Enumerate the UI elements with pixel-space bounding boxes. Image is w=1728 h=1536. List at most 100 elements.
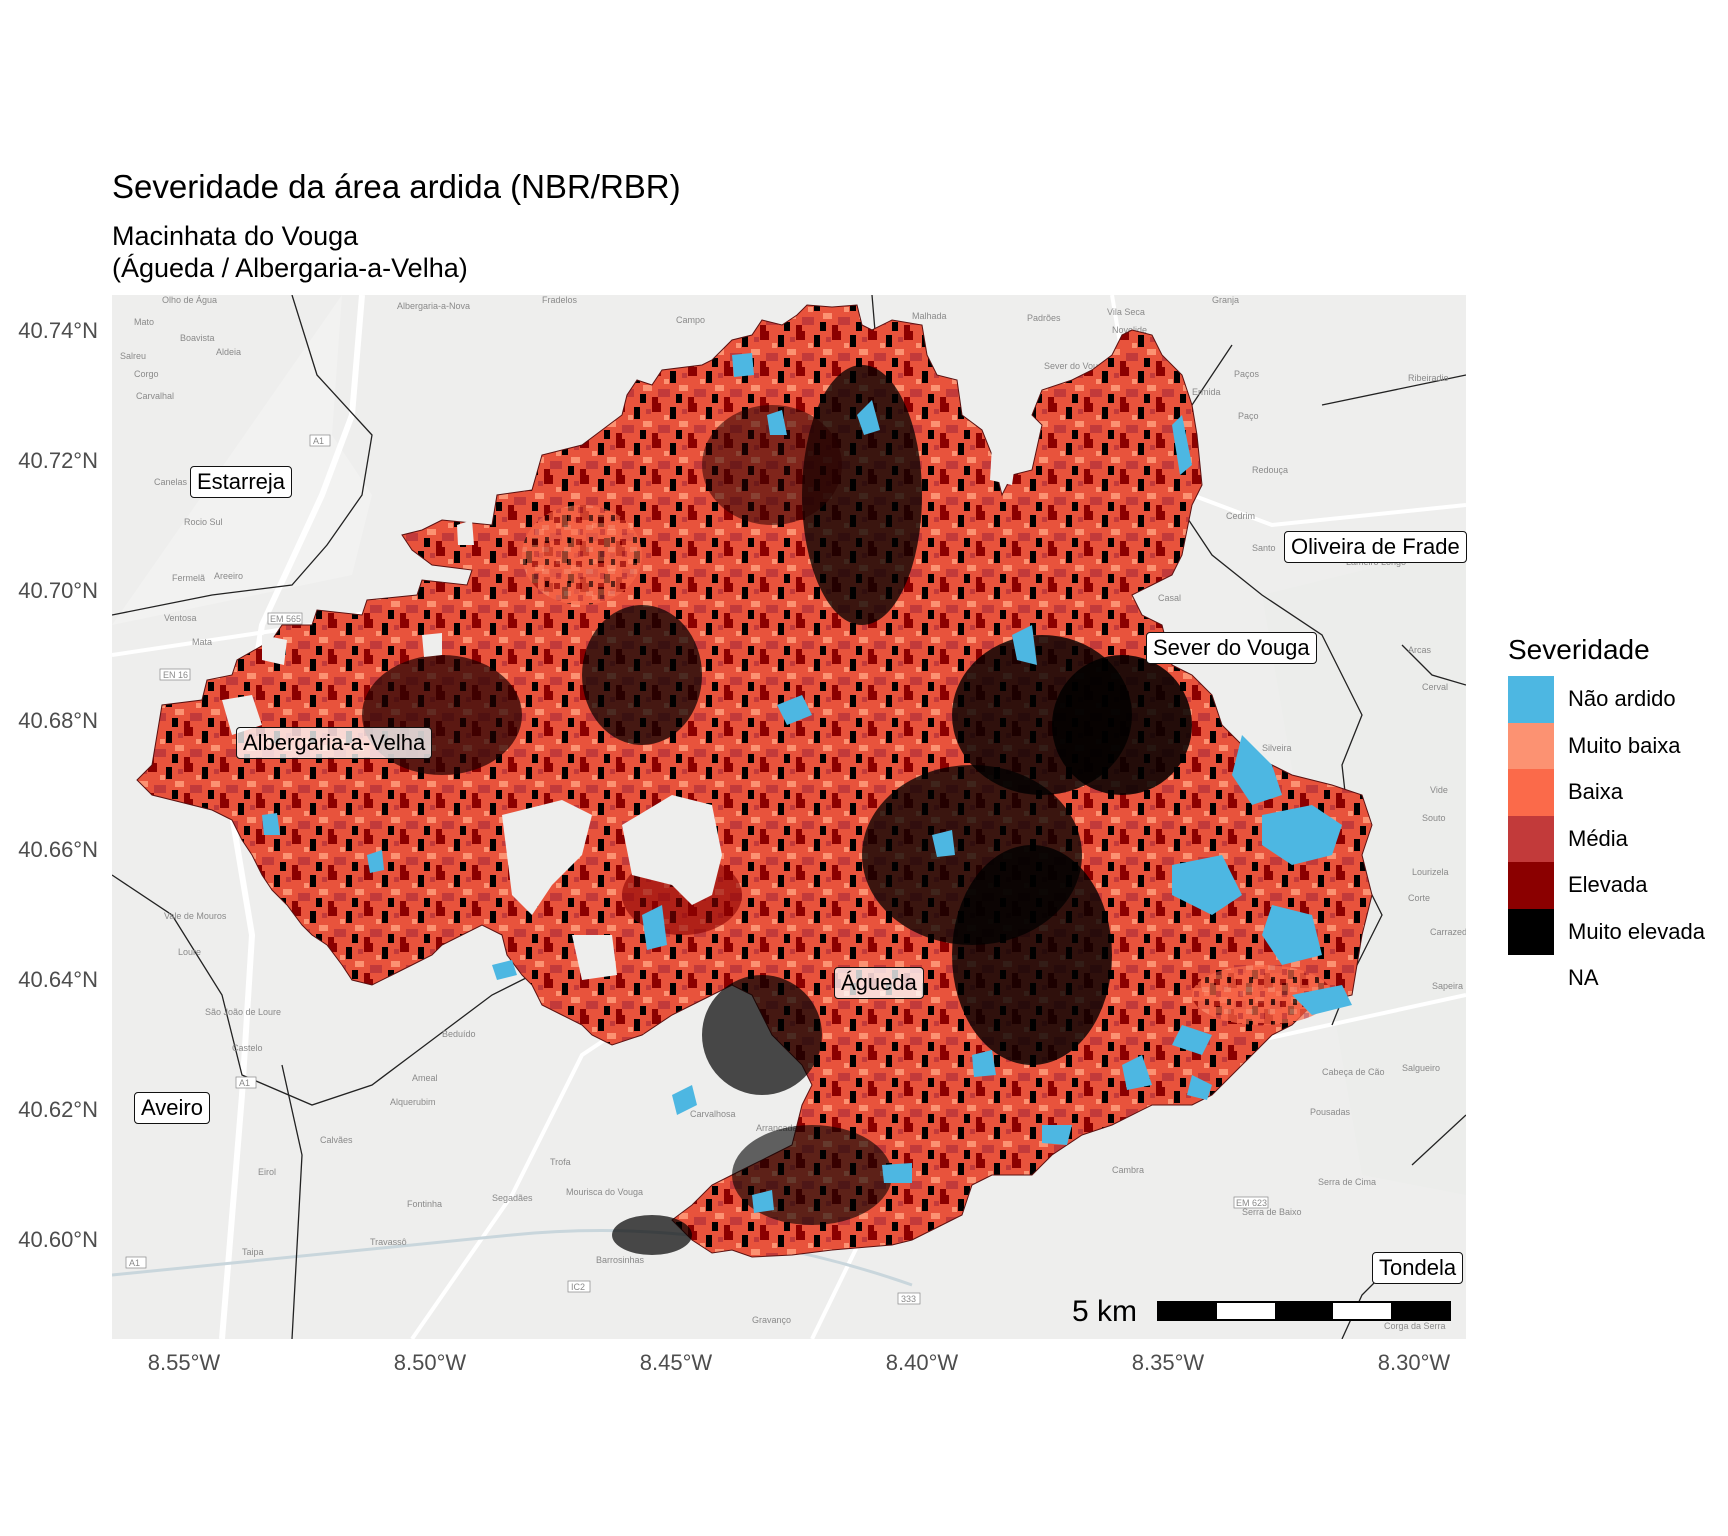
- svg-text:Cerval: Cerval: [1422, 682, 1448, 692]
- scale-bar-segments: [1157, 1301, 1451, 1321]
- svg-text:Boavista: Boavista: [180, 333, 215, 343]
- svg-text:Salgueiro: Salgueiro: [1402, 1063, 1440, 1073]
- y-tick-label: 40.72°N: [18, 448, 98, 473]
- na-holes: [222, 445, 1017, 980]
- svg-text:Paços: Paços: [1234, 369, 1260, 379]
- svg-text:Carrazedo: Carrazedo: [1430, 927, 1466, 937]
- svg-text:Cabeça de Cão: Cabeça de Cão: [1322, 1067, 1385, 1077]
- svg-text:333: 333: [901, 1294, 916, 1304]
- place-label-estarreja[interactable]: Estarreja: [190, 466, 293, 498]
- chart-subtitle: Macinhata do Vouga (Águeda / Albergaria-…: [112, 220, 468, 284]
- svg-text:Castelo: Castelo: [232, 1043, 263, 1053]
- svg-text:Calvães: Calvães: [320, 1135, 353, 1145]
- svg-text:Mourisca do Vouga: Mourisca do Vouga: [566, 1187, 643, 1197]
- svg-text:Redouça: Redouça: [1252, 465, 1288, 475]
- svg-text:Fermelã: Fermelã: [172, 573, 205, 583]
- place-label-albergaria-a-velha[interactable]: Albergaria-a-Velha: [236, 727, 433, 759]
- legend-item: Baixa: [1508, 769, 1718, 816]
- place-label-oliveira-de-frade[interactable]: Oliveira de Frade: [1284, 531, 1467, 563]
- burn-severity-raster: [136, 304, 1373, 1258]
- road-shields: A1 EM 565 EN 16 A1 A1 A1 IC2 333 EM 623: [125, 434, 1269, 1305]
- legend-label: Muito elevada: [1568, 918, 1705, 944]
- svg-text:Loure: Loure: [178, 947, 201, 957]
- legend-title: Severidade: [1508, 634, 1650, 665]
- svg-text:Barrosinhas: Barrosinhas: [596, 1255, 645, 1265]
- legend-label: Baixa: [1568, 779, 1624, 805]
- place-label-agueda[interactable]: Águeda: [834, 967, 924, 999]
- svg-text:Carvalhal: Carvalhal: [136, 391, 174, 401]
- legend-key: [1508, 815, 1554, 862]
- svg-text:Pousadas: Pousadas: [1310, 1107, 1351, 1117]
- legend-key: [1508, 676, 1554, 723]
- legend-key: [1508, 769, 1554, 816]
- svg-text:Padrões: Padrões: [1027, 313, 1061, 323]
- svg-text:Canelas: Canelas: [154, 477, 188, 487]
- svg-text:Ermida: Ermida: [1192, 387, 1221, 397]
- svg-text:Vila Seca: Vila Seca: [1107, 307, 1145, 317]
- legend-label: Não ardido: [1568, 686, 1676, 712]
- svg-text:Casal: Casal: [1158, 593, 1181, 603]
- svg-text:IC2: IC2: [571, 1282, 585, 1292]
- svg-text:Taipa: Taipa: [242, 1247, 264, 1257]
- svg-text:Fontinha: Fontinha: [407, 1199, 442, 1209]
- legend-key: [1508, 955, 1554, 1002]
- svg-text:Cambra: Cambra: [1112, 1165, 1144, 1175]
- y-tick-label: 40.70°N: [18, 578, 98, 603]
- legend-label: Média: [1568, 825, 1628, 851]
- svg-text:Carvalhosa: Carvalhosa: [690, 1109, 736, 1119]
- chart-title: Severidade da área ardida (NBR/RBR): [112, 168, 681, 205]
- x-tick-label: 8.50°W: [393, 1350, 467, 1375]
- svg-text:Salreu: Salreu: [120, 351, 146, 361]
- svg-text:Trofa: Trofa: [550, 1157, 571, 1167]
- svg-text:Rocio Sul: Rocio Sul: [184, 517, 223, 527]
- y-tick-label: 40.66°N: [18, 837, 98, 862]
- subtitle-line-1: Macinhata do Vouga: [112, 221, 359, 251]
- svg-text:Mata: Mata: [192, 637, 212, 647]
- x-tick-label: 8.40°W: [885, 1350, 959, 1375]
- y-tick-label: 40.64°N: [18, 967, 98, 992]
- scale-segment: [1275, 1303, 1333, 1319]
- svg-text:Alquerubim: Alquerubim: [390, 1097, 436, 1107]
- svg-text:Ribeiradio: Ribeiradio: [1408, 373, 1449, 383]
- svg-text:Malhada: Malhada: [912, 311, 947, 321]
- legend-label: NA: [1568, 965, 1599, 991]
- y-tick-label: 40.68°N: [18, 708, 98, 733]
- svg-text:Novelide: Novelide: [1112, 325, 1147, 335]
- svg-text:Lourizela: Lourizela: [1412, 867, 1449, 877]
- place-label-tondela[interactable]: Tondela: [1372, 1252, 1464, 1284]
- map-panel[interactable]: Olho de Água Albergaria-a-Nova Fradelos …: [112, 295, 1466, 1339]
- legend-key: [1508, 722, 1554, 769]
- svg-text:Mato: Mato: [134, 317, 154, 327]
- legend: Severidade Não ardido Muito baixa Baixa Méd…: [1508, 634, 1718, 1002]
- svg-text:Areeiro: Areeiro: [214, 571, 243, 581]
- x-tick-label: 8.55°W: [147, 1350, 221, 1375]
- x-tick-label: 8.30°W: [1377, 1350, 1451, 1375]
- svg-text:São João de Loure: São João de Loure: [205, 1007, 281, 1017]
- x-tick-label: 8.45°W: [639, 1350, 713, 1375]
- svg-text:A1: A1: [129, 1258, 140, 1268]
- legend-item: Muito baixa: [1508, 722, 1718, 769]
- scale-bar-label: 5 km: [1072, 1295, 1138, 1328]
- svg-text:Segadães: Segadães: [492, 1193, 533, 1203]
- svg-text:Corga da Serra: Corga da Serra: [1384, 1321, 1446, 1331]
- svg-text:Santo: Santo: [1252, 543, 1276, 553]
- place-label-sever-do-vouga[interactable]: Sever do Vouga: [1146, 632, 1317, 664]
- svg-text:Paço: Paço: [1238, 411, 1259, 421]
- legend-label: Elevada: [1568, 872, 1648, 898]
- svg-text:EM 565: EM 565: [270, 614, 301, 624]
- svg-text:Serra de Baixo: Serra de Baixo: [1242, 1207, 1302, 1217]
- svg-text:Campo: Campo: [676, 315, 705, 325]
- subtitle-line-2: (Águeda / Albergaria-a-Velha): [112, 253, 468, 283]
- legend-label: Muito baixa: [1568, 732, 1681, 758]
- legend-item: Muito elevada: [1508, 908, 1718, 955]
- map-canvas[interactable]: Olho de Água Albergaria-a-Nova Fradelos …: [112, 295, 1466, 1339]
- place-label-aveiro[interactable]: Aveiro: [134, 1092, 210, 1124]
- x-tick-label: 8.35°W: [1131, 1350, 1205, 1375]
- svg-text:Albergaria-a-Nova: Albergaria-a-Nova: [397, 301, 470, 311]
- svg-text:Silveira: Silveira: [1262, 743, 1292, 753]
- svg-text:Granja: Granja: [1212, 295, 1239, 305]
- svg-text:Arcas: Arcas: [1408, 645, 1432, 655]
- svg-text:Cedrim: Cedrim: [1226, 511, 1255, 521]
- legend-item: Média: [1508, 815, 1718, 862]
- legend-item: Não ardido: [1508, 676, 1718, 723]
